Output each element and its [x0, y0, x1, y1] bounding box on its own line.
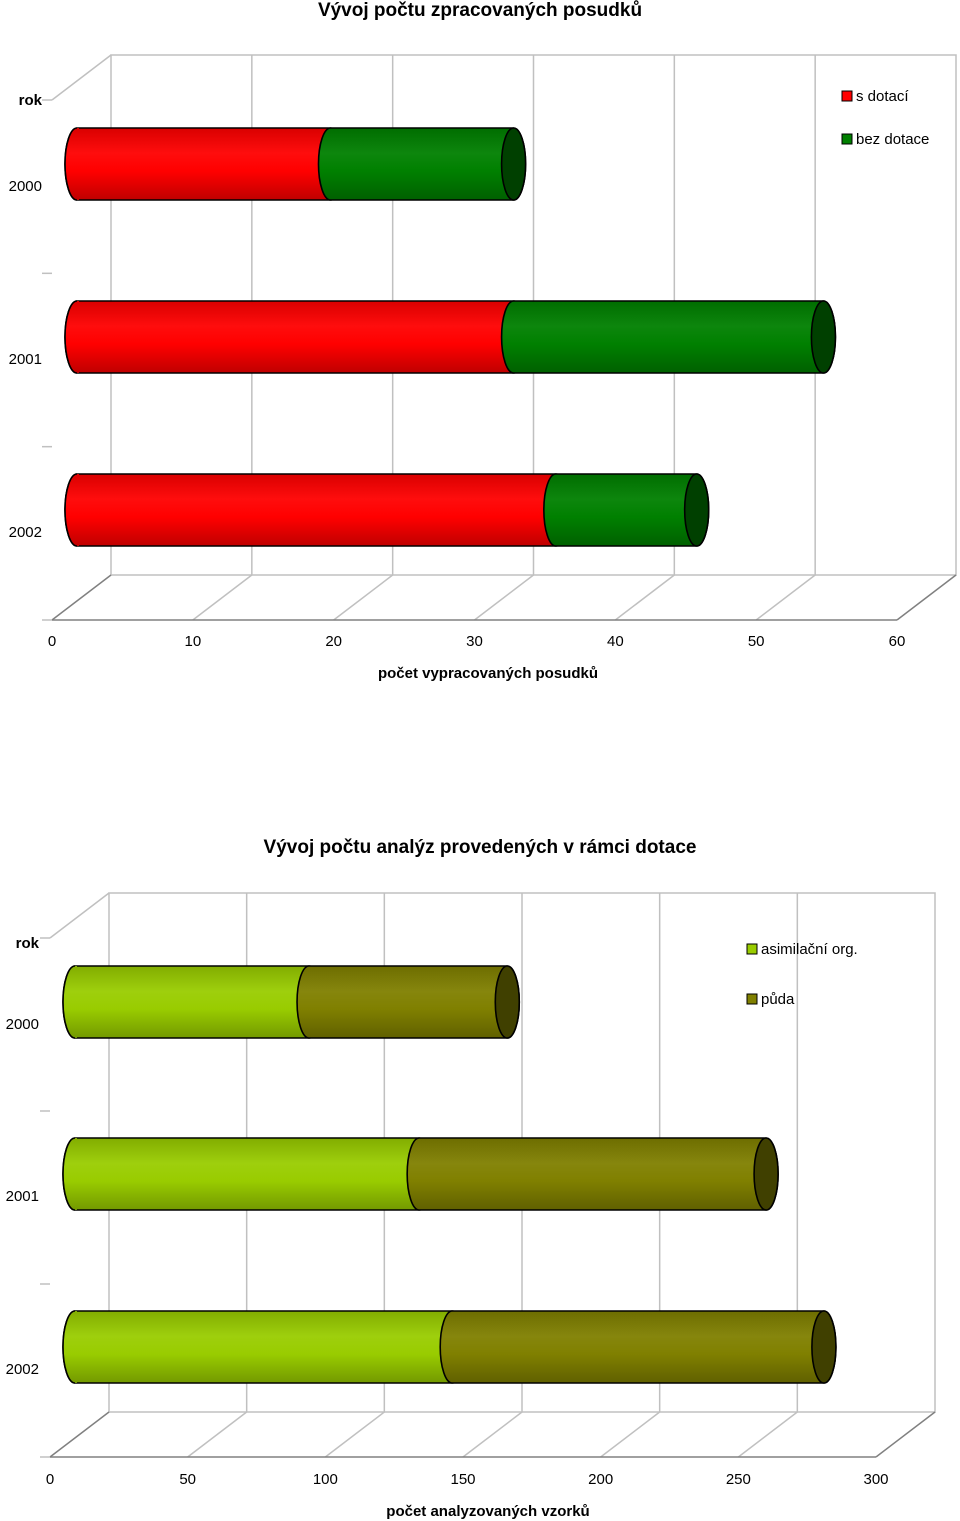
bar-left-cap	[63, 1311, 77, 1383]
x-axis-title: počet analyzovaných vzorků	[386, 1503, 589, 1520]
bar-segment	[62, 1310, 465, 1384]
bar-end-cap	[810, 300, 837, 374]
floor-line	[462, 1411, 523, 1458]
bar-left-edge	[62, 1137, 76, 1211]
x-tick-label: 60	[889, 633, 906, 650]
chart-processed-opinions: Vývoj počtu zpracovaných posudků 0 10 20 30 4…	[9, 0, 957, 682]
x-tick-label: 50	[748, 633, 765, 650]
x-tick-label: 40	[607, 633, 624, 650]
floor-line	[192, 574, 253, 621]
chart-title: Vývoj počtu analýz provedených v rámci d…	[264, 837, 697, 858]
bar-left-cap	[65, 128, 79, 200]
bar-segment	[296, 965, 521, 1039]
floor-line	[187, 1411, 248, 1458]
floor-line	[875, 1411, 936, 1458]
legend-label: s dotací	[856, 88, 909, 105]
bar-left-edge	[62, 965, 76, 1039]
floor-line	[755, 574, 816, 621]
bar-left-edge	[62, 1310, 76, 1384]
bar-segment	[62, 1137, 432, 1211]
floor-line	[51, 574, 112, 621]
category-label: 2001	[9, 351, 42, 368]
floor-line	[474, 574, 534, 621]
x-axis-title: počet vypracovaných posudků	[378, 665, 598, 682]
category-label: 2001	[6, 1188, 39, 1205]
bar-segment	[62, 965, 322, 1039]
x-tick-label: 200	[588, 1471, 613, 1488]
category-label: 2000	[9, 178, 42, 195]
chart-analyses: Vývoj počtu analýz provedených v rámci d…	[6, 837, 936, 1520]
y-axis-title: rok	[19, 92, 43, 109]
bar-left-edge	[64, 127, 78, 201]
chart-title: Vývoj počtu zpracovaných posudků	[318, 0, 642, 21]
legend-swatch	[841, 133, 853, 145]
legend-label: bez dotace	[856, 131, 929, 148]
bar-segment	[439, 1310, 837, 1384]
x-tick-label: 50	[179, 1471, 196, 1488]
x-tick-label: 20	[325, 633, 342, 650]
bar-end-cap	[683, 473, 710, 547]
bar-left-cap	[63, 1138, 77, 1210]
bar-left-edge	[64, 300, 78, 374]
bar-left-cap	[65, 474, 79, 546]
bar-end-cap	[753, 1137, 779, 1211]
x-tick-label: 0	[46, 1471, 54, 1488]
floor-line	[324, 1411, 385, 1458]
bar-end-cap	[500, 127, 527, 201]
x-tick-label: 300	[863, 1471, 888, 1488]
floor-line	[896, 574, 957, 621]
x-tick-label: 150	[450, 1471, 475, 1488]
x-tick-label: 10	[184, 633, 201, 650]
x-tick-label: 100	[313, 1471, 338, 1488]
y-axis-title: rok	[16, 935, 40, 952]
legend-swatch	[746, 943, 758, 955]
bar-segment	[317, 127, 527, 201]
bar-segment	[64, 473, 569, 547]
side-wall-edge	[51, 54, 112, 101]
bar-segment	[64, 300, 527, 374]
floor-line	[49, 1411, 110, 1458]
legend-label: asimilační org.	[761, 941, 858, 958]
floor-line	[614, 574, 675, 621]
floor-line	[737, 1411, 798, 1458]
bar-end-cap	[494, 965, 521, 1039]
x-tick-label: 250	[726, 1471, 751, 1488]
bar-segment	[500, 300, 837, 374]
legend-swatch	[841, 90, 853, 102]
category-label: 2002	[6, 1361, 39, 1378]
bar-left-cap	[63, 966, 77, 1038]
side-wall-edge	[49, 892, 110, 939]
bar-left-edge	[64, 473, 78, 547]
legend-swatch	[746, 993, 758, 1005]
x-tick-label: 30	[466, 633, 483, 650]
bar-left-cap	[65, 301, 79, 373]
category-label: 2000	[6, 1016, 39, 1033]
x-tick-label: 0	[48, 633, 56, 650]
category-label: 2002	[9, 524, 42, 541]
bar-segment	[406, 1137, 779, 1211]
bar-segment	[64, 127, 344, 201]
bar-end-cap	[811, 1310, 837, 1384]
floor-line	[333, 574, 394, 621]
floor-line	[600, 1411, 661, 1458]
legend-label: půda	[761, 991, 795, 1008]
